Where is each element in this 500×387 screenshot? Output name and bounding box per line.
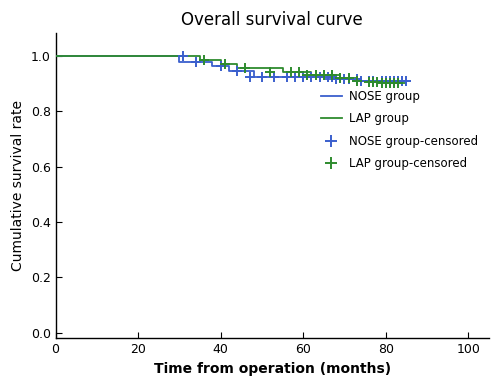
X-axis label: Time from operation (months): Time from operation (months) [154,362,391,376]
Y-axis label: Cumulative survival rate: Cumulative survival rate [11,101,25,271]
Legend: NOSE group, LAP group, NOSE group-censored, LAP group-censored: NOSE group, LAP group, NOSE group-censor… [316,85,483,175]
Title: Overall survival curve: Overall survival curve [182,11,363,29]
